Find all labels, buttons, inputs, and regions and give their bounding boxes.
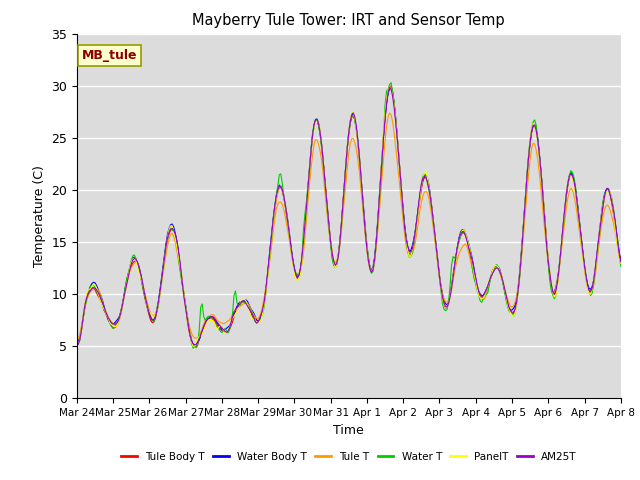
Line: Tule T: Tule T [77,113,621,341]
X-axis label: Time: Time [333,424,364,437]
Y-axis label: Temperature (C): Temperature (C) [33,165,45,267]
Text: MB_tule: MB_tule [82,49,138,62]
Line: PanelT: PanelT [77,87,621,347]
Title: Mayberry Tule Tower: IRT and Sensor Temp: Mayberry Tule Tower: IRT and Sensor Temp [193,13,505,28]
Line: AM25T: AM25T [77,87,621,345]
Line: Tule Body T: Tule Body T [77,86,621,347]
Legend: Tule Body T, Water Body T, Tule T, Water T, PanelT, AM25T: Tule Body T, Water Body T, Tule T, Water… [117,448,580,466]
Line: Water T: Water T [77,83,621,348]
Line: Water Body T: Water Body T [77,89,621,345]
